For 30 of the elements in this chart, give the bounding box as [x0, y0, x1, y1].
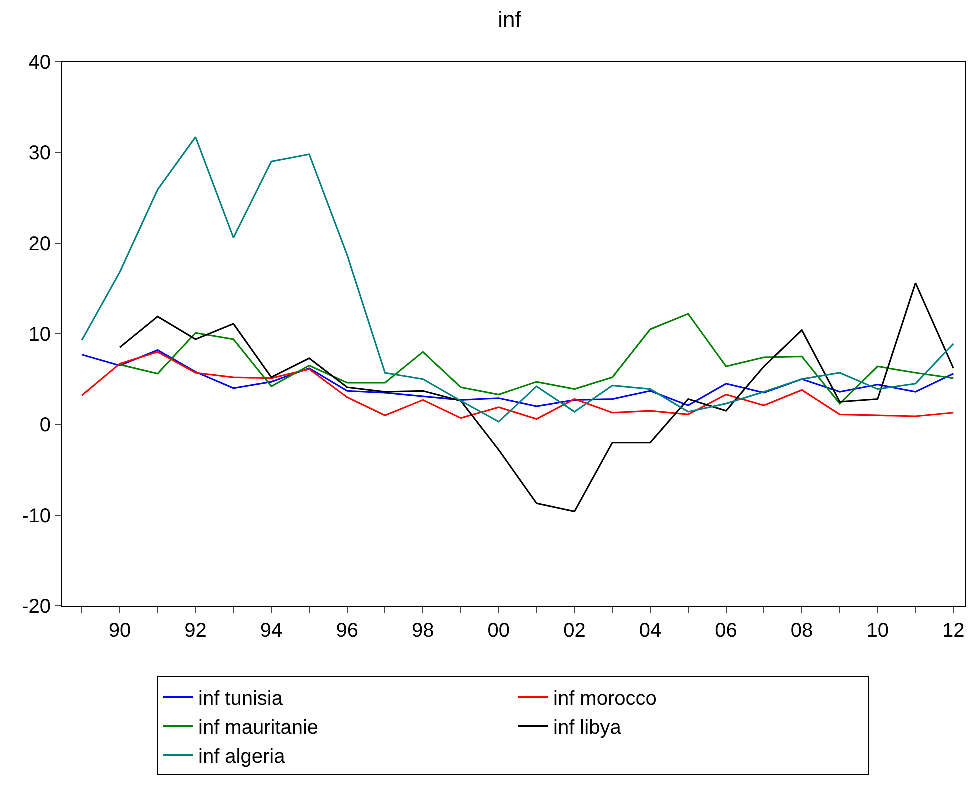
legend-label: inf mauritanie	[198, 717, 319, 740]
legend-label: inf morocco	[554, 688, 657, 710]
x-tick-label: 98	[412, 620, 434, 642]
x-tick-label: 96	[336, 620, 358, 642]
y-tick-label: 20	[28, 233, 51, 256]
x-tick-label: 10	[866, 620, 889, 642]
y-tick-label: 40	[28, 52, 51, 74]
line-series	[81, 136, 954, 423]
legend-label: inf algeria	[198, 746, 286, 768]
x-tick-label: 06	[715, 620, 738, 642]
x-tick-label: 00	[488, 620, 510, 642]
y-tick-label: -20	[22, 596, 51, 618]
x-tick-label: 92	[184, 620, 207, 642]
legend-label: inf tunisia	[198, 688, 284, 710]
legend-label: inf libya	[554, 717, 622, 740]
line-series	[119, 282, 954, 513]
y-tick-label: 10	[28, 324, 51, 346]
y-tick-label: 30	[28, 142, 51, 165]
line-series	[81, 351, 954, 420]
y-tick-label: -10	[22, 505, 51, 528]
line-series	[119, 313, 954, 405]
x-tick-label: 90	[108, 620, 132, 642]
x-tick-label: 04	[639, 620, 662, 642]
x-tick-label: 94	[260, 620, 283, 642]
x-tick-label: 02	[564, 620, 586, 642]
line-series	[81, 350, 954, 408]
chart-title: inf	[498, 7, 522, 32]
x-tick-label: 08	[790, 620, 814, 642]
x-tick-label: 12	[942, 620, 965, 642]
y-tick-label: 0	[40, 414, 51, 437]
